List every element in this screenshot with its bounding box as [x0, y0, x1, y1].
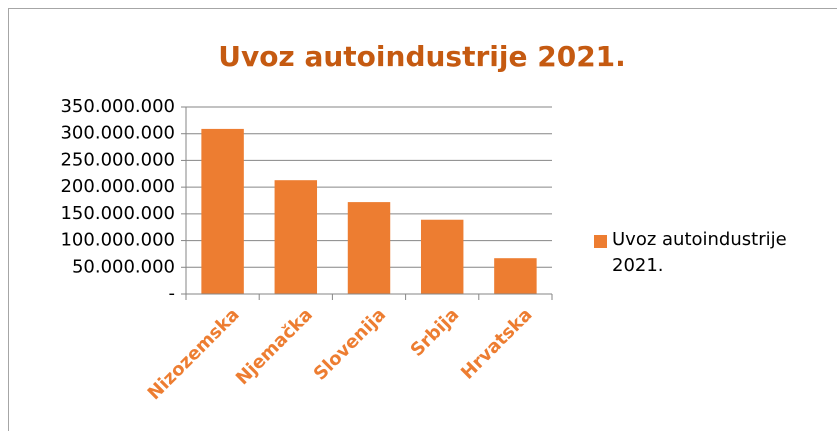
legend-label: Uvoz autoindustrije 2021. — [612, 229, 787, 276]
bar — [274, 180, 318, 294]
bar — [494, 258, 537, 294]
y-tick-label: 300.000.000 — [60, 123, 175, 144]
y-tick-label: 100.000.000 — [60, 230, 175, 251]
legend-swatch — [594, 235, 607, 248]
bar — [201, 128, 244, 294]
bar — [347, 202, 391, 294]
y-tick-label: 250.000.000 — [60, 149, 175, 170]
y-tick-label: 200.000.000 — [60, 176, 175, 197]
y-tick-label: - — [169, 283, 176, 304]
y-tick-label: 350.000.000 — [60, 96, 175, 117]
chart-title: Uvoz autoindustrije 2021. — [218, 40, 626, 73]
legend-entry: Uvoz autoindustrije 2021. — [612, 229, 787, 276]
y-tick-label: 50.000.000 — [72, 256, 175, 277]
y-tick-label: 150.000.000 — [60, 203, 175, 224]
bar — [420, 219, 464, 294]
